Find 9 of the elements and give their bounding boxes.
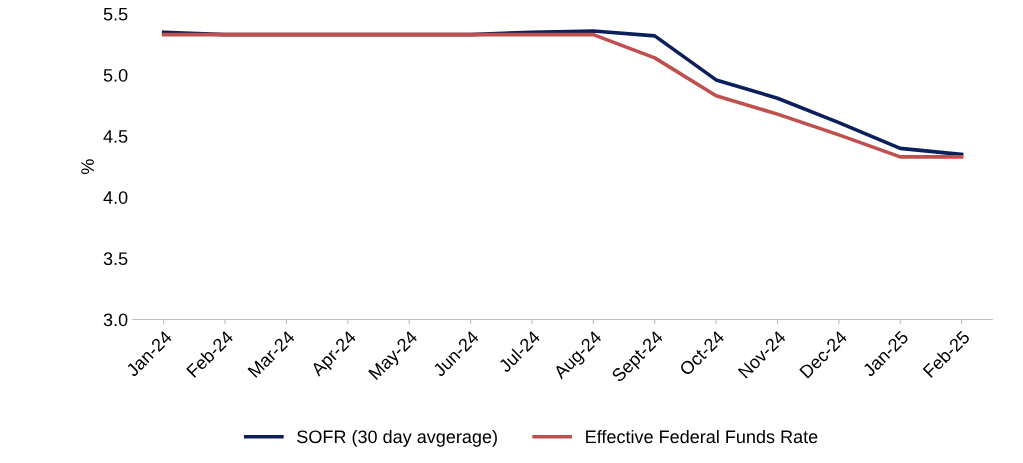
legend-label: SOFR (30 day avgerage) <box>297 429 497 447</box>
y-axis-title: % <box>81 159 94 175</box>
y-tick-label: 3.0 <box>103 313 128 327</box>
y-tick-label: 3.5 <box>103 252 128 266</box>
y-tick-label: 4.0 <box>103 191 128 204</box>
legend-label: Effective Federal Funds Rate <box>586 429 818 444</box>
y-tick-label: 4.5 <box>103 130 128 143</box>
y-tick-label: 5.5 <box>103 8 128 21</box>
y-tick-label: 5.0 <box>103 68 128 82</box>
